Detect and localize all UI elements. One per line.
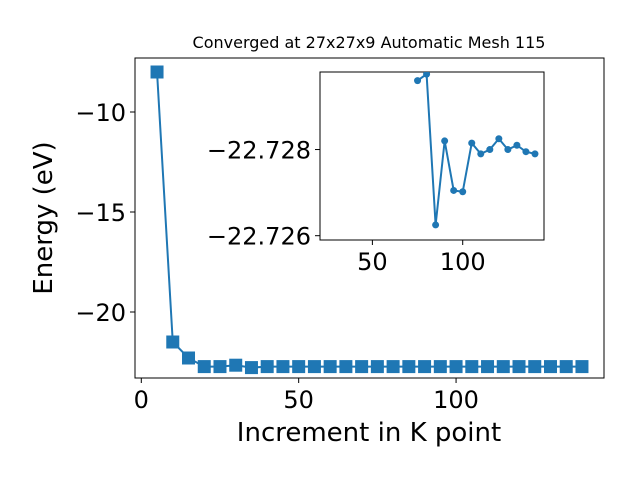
inset-y-ticks: −22.728 −22.726 [207,137,320,251]
main-data-point [150,65,164,79]
main-data-point [229,358,243,372]
main-data-point [418,360,432,374]
main-data-point [559,360,573,374]
main-data-point [449,360,463,374]
inset-x-tick-label: 100 [440,248,486,276]
main-x-ticks: 0 50 100 [134,378,479,414]
inset-data-point [450,186,458,194]
main-x-tick-label: 50 [283,386,314,414]
main-data-point [260,360,274,374]
inset-y-tick-label: −22.728 [207,137,311,165]
inset-data-point [513,141,521,149]
inset-data-point [531,150,539,158]
inset-data-point [522,148,530,156]
main-data-point [575,360,589,374]
main-data-point [512,360,526,374]
main-x-tick-label: 100 [433,386,479,414]
x-axis-label: Increment in K point [237,418,501,448]
main-data-point [323,360,337,374]
main-data-point [433,360,447,374]
main-data-point [276,360,290,374]
inset-data-point [468,139,476,147]
main-y-tick-label: −20 [75,299,126,327]
main-data-point [528,360,542,374]
inset-data-point [477,150,485,158]
inset-series [414,72,539,229]
inset-data-point [432,221,440,229]
main-data-point [213,360,227,374]
inset-data-point [459,188,467,196]
inset-x-ticks: 50 100 [357,240,486,276]
inset-data-point [504,146,512,154]
main-data-point [496,360,510,374]
inset-data-point [441,137,449,145]
main-axes-frame [134,57,605,379]
inset-y-tick-label: −22.726 [207,223,311,251]
main-data-point [339,360,353,374]
main-data-point [166,335,180,349]
main-y-tick-label: −15 [75,199,126,227]
main-data-point [197,360,211,374]
inset-data-point [414,77,422,85]
main-data-point [292,360,306,374]
main-data-point [465,360,479,374]
inset-data-point [495,135,503,143]
main-data-point [307,360,321,374]
main-data-point [481,360,495,374]
main-data-point [355,360,369,374]
main-series [150,65,589,375]
main-data-point [182,351,196,365]
main-data-point [543,360,557,374]
main-y-ticks: −10 −15 −20 [75,99,135,327]
main-data-point [402,360,416,374]
main-data-point [244,361,258,375]
y-axis-label: Energy (eV) [29,141,59,294]
chart-title: Converged at 27x27x9 Automatic Mesh 115 [193,33,546,52]
main-series-line [156,71,582,369]
inset-data-point [423,72,431,78]
inset-x-tick-label: 50 [357,248,388,276]
inset-data-point [486,146,494,154]
main-x-tick-label: 0 [134,386,149,414]
main-data-point [386,360,400,374]
main-data-point [370,360,384,374]
main-y-tick-label: −10 [75,99,126,127]
